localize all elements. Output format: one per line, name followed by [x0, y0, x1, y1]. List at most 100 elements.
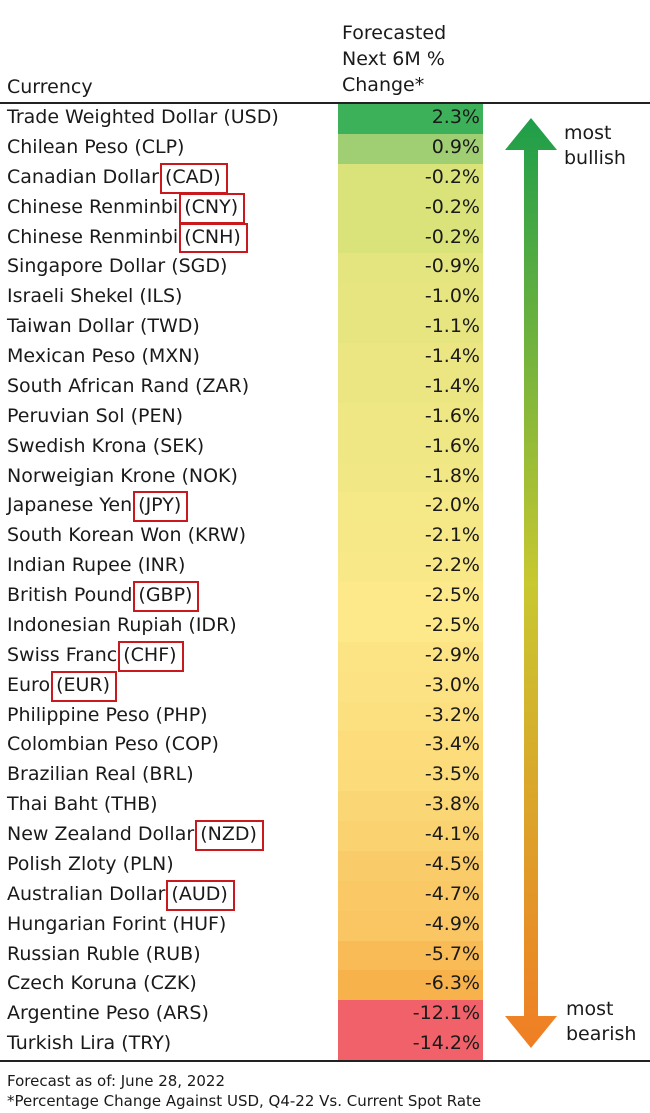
highlight-box: [118, 640, 184, 672]
percentage-footnote: *Percentage Change Against USD, Q4-22 Vs…: [7, 1092, 482, 1110]
forecast-color-cell: [338, 163, 483, 194]
forecast-value: -2.5%: [424, 613, 480, 636]
currency-name: Taiwan Dollar (TWD): [7, 315, 200, 338]
currency-name: Chilean Peso (CLP): [7, 135, 185, 158]
forecast-value: -5.7%: [424, 942, 480, 965]
table-row: Canadian Dollar (CAD) -0.2%: [0, 162, 650, 194]
highlight-box: [159, 162, 228, 194]
header-divider: [0, 102, 650, 104]
table-row: New Zealand Dollar (NZD) -4.1%: [0, 820, 650, 851]
table-row: Colombian Peso (COP) -3.4%: [0, 731, 650, 762]
table-row: South Korean Won (KRW) -2.1%: [0, 522, 650, 553]
forecast-color-cell: [338, 402, 483, 433]
table-row: Taiwan Dollar (TWD) -1.1%: [0, 313, 650, 343]
column-header-currency: Currency: [7, 76, 93, 98]
table-row: Philippine Peso (PHP) -3.2%: [0, 701, 650, 732]
forecast-color-cell: [338, 133, 483, 164]
forecast-value: -0.9%: [424, 255, 480, 278]
forecast-value: -1.6%: [424, 404, 480, 427]
highlight-box: [133, 491, 189, 523]
currency-name: Swiss Franc (CHF): [7, 643, 177, 666]
forecast-value: 0.9%: [431, 135, 480, 158]
currency-name: Chinese Renminbi (CNH): [7, 225, 241, 248]
forecast-color-cell: [338, 283, 483, 314]
forecast-color-cell: [338, 641, 483, 672]
forecast-value: 2.3%: [431, 106, 480, 128]
table-row: Singapore Dollar (SGD) -0.9%: [0, 253, 650, 284]
forecast-value: -3.5%: [424, 763, 480, 786]
forecast-color-cell: [338, 701, 483, 732]
forecast-value: -2.0%: [424, 494, 480, 517]
table-row: Euro (EUR) -3.0%: [0, 670, 650, 702]
currency-name: Turkish Lira (TRY): [7, 1032, 172, 1055]
forecast-value: -1.8%: [424, 464, 480, 487]
table-row: Argentine Peso (ARS) -12.1%: [0, 1000, 650, 1031]
forecast-value: -3.0%: [424, 673, 480, 696]
currency-name: Brazilian Real (BRL): [7, 763, 194, 786]
currency-name: New Zealand Dollar (NZD): [7, 823, 257, 845]
table-row: Brazilian Real (BRL) -3.5%: [0, 761, 650, 792]
currency-name: Peruvian Sol (PEN): [7, 404, 184, 427]
highlight-box: [133, 581, 200, 612]
footer-divider: [0, 1060, 650, 1062]
table-row: Norweigian Krone (NOK) -1.8%: [0, 462, 650, 493]
forecast-value: -3.4%: [424, 733, 480, 756]
highlight-box: [179, 192, 246, 224]
forecast-color-cell: [338, 492, 483, 523]
currency-name: South Korean Won (KRW): [7, 524, 247, 547]
forecast-color-cell: [338, 552, 483, 582]
table-row: Peruvian Sol (PEN) -1.6%: [0, 402, 650, 433]
currency-name: Thai Baht (THB): [7, 793, 158, 816]
currency-name: Polish Zloty (PLN): [7, 852, 174, 875]
table-row: Indonesian Rupiah (IDR) -2.5%: [0, 611, 650, 642]
most-bearish-label: most bearish: [566, 998, 637, 1045]
currency-name: Colombian Peso (COP): [7, 733, 219, 756]
currency-name: Indonesian Rupiah (IDR): [7, 613, 237, 636]
forecast-value: -14.2%: [412, 1032, 480, 1055]
forecast-value: -2.2%: [424, 554, 480, 577]
currency-name: Swedish Krona (SEK): [7, 434, 205, 457]
table-row: Chinese Renminbi (CNH) -0.2%: [0, 222, 650, 254]
table-row: Japanese Yen (JPY) -2.0%: [0, 491, 650, 523]
forecast-value: -1.4%: [424, 345, 480, 367]
forecast-value: -3.8%: [424, 793, 480, 816]
table-row: Chilean Peso (CLP) 0.9%: [0, 133, 650, 164]
forecast-color-cell: [338, 253, 483, 284]
currency-name: Mexican Peso (MXN): [7, 345, 200, 367]
forecast-color-cell: [338, 462, 483, 493]
forecast-color-cell: [338, 970, 483, 1001]
currency-name: Czech Koruna (CZK): [7, 972, 197, 995]
forecast-color-cell: [338, 880, 483, 911]
forecast-color-cell: [338, 940, 483, 971]
bullish-bearish-arrow-icon: [505, 118, 557, 1048]
table-row: Czech Koruna (CZK) -6.3%: [0, 970, 650, 1001]
highlight-box: [195, 820, 264, 851]
table-row: Russian Ruble (RUB) -5.7%: [0, 940, 650, 971]
currency-name: British Pound (GBP): [7, 584, 193, 606]
table-row: Chinese Renminbi (CNY) -0.2%: [0, 192, 650, 224]
forecast-color-cell: [338, 611, 483, 642]
forecast-value: -2.5%: [424, 584, 480, 606]
forecast-color-cell: [338, 1000, 483, 1031]
forecast-value: -4.1%: [424, 823, 480, 845]
forecast-value: -4.7%: [424, 882, 480, 905]
forecast-value: -0.2%: [424, 165, 480, 188]
forecast-color-cell: [338, 582, 483, 612]
currency-name: Australian Dollar (AUD): [7, 882, 228, 905]
currency-name: Indian Rupee (INR): [7, 554, 186, 577]
forecast-color-cell: [338, 223, 483, 254]
table-row: Swiss Franc (CHF) -2.9%: [0, 640, 650, 672]
table-row: Polish Zloty (PLN) -4.5%: [0, 850, 650, 881]
highlight-box: [179, 222, 248, 254]
forecast-color-cell: [338, 761, 483, 792]
forecast-value: -3.2%: [424, 703, 480, 726]
forecast-value: -0.2%: [424, 195, 480, 218]
forecast-color-cell: [338, 791, 483, 821]
forecast-color-cell: [338, 372, 483, 403]
table-row: Mexican Peso (MXN) -1.4%: [0, 343, 650, 373]
forecast-value: -2.1%: [424, 524, 480, 547]
currency-name: Hungarian Forint (HUF): [7, 912, 227, 935]
currency-name: Philippine Peso (PHP): [7, 703, 208, 726]
currency-name: Singapore Dollar (SGD): [7, 255, 228, 278]
